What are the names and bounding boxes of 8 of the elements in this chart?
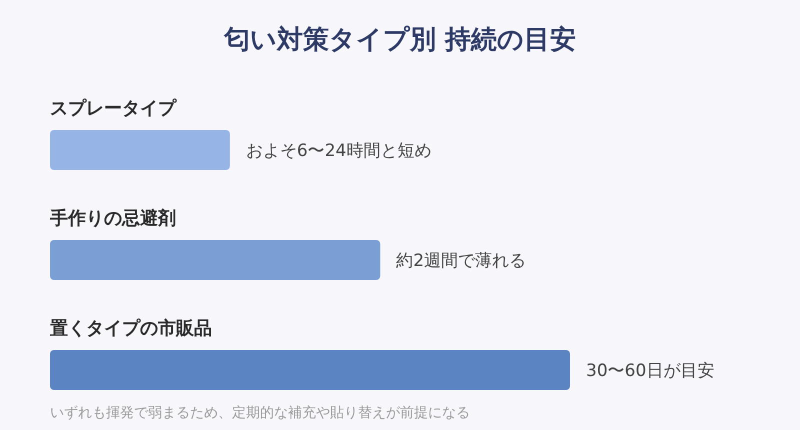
annotation: 約2週間で薄れる bbox=[396, 251, 526, 271]
y-tick-label: 置くタイプの市販品 bbox=[49, 318, 212, 339]
annotation: 30〜60日が目安 bbox=[586, 361, 714, 381]
annotation: いずれも揮発で弱まるため、定期的な補充や貼り替えが前提になる bbox=[50, 405, 470, 421]
y-tick-label: 手作りの忌避剤 bbox=[49, 208, 176, 229]
y-tick-label: スプレータイプ bbox=[50, 98, 177, 119]
annotation: およそ6〜24時間と短め bbox=[246, 141, 432, 161]
chart-title: 匂い対策タイプ別 持続の目安 bbox=[222, 25, 576, 55]
